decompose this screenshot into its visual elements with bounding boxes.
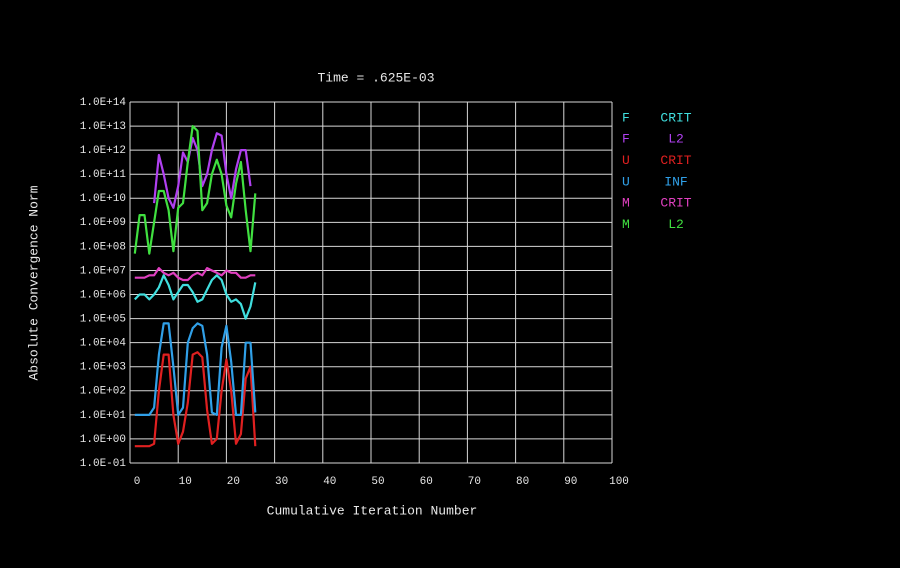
x-tick-label: 100 bbox=[609, 476, 629, 488]
x-tick-label: 10 bbox=[179, 476, 192, 488]
y-tick-label: 1.0E+12 bbox=[80, 145, 126, 157]
x-tick-label: 20 bbox=[227, 476, 240, 488]
y-tick-label: 1.0E+05 bbox=[80, 314, 126, 326]
legend-criterion: CRIT bbox=[660, 153, 691, 168]
x-tick-label: 40 bbox=[323, 476, 336, 488]
legend-label: F bbox=[622, 110, 630, 125]
legend-label: F bbox=[622, 132, 630, 147]
y-tick-label: 1.0E+01 bbox=[80, 410, 127, 422]
legend-criterion: L2 bbox=[668, 132, 684, 147]
y-tick-label: 1.0E+07 bbox=[80, 265, 126, 277]
legend-criterion: L2 bbox=[668, 217, 684, 232]
series-line bbox=[134, 322, 257, 416]
x-tick-label: 70 bbox=[468, 476, 481, 488]
y-tick-label: 1.0E+13 bbox=[80, 121, 126, 133]
legend-label: U bbox=[622, 174, 630, 189]
y-tick-label: 1.0E+03 bbox=[80, 362, 126, 374]
series-line bbox=[153, 132, 252, 209]
legend-criterion: CRIT bbox=[660, 196, 691, 211]
y-tick-label: 1.0E+06 bbox=[80, 289, 126, 301]
y-tick-label: 1.0E+00 bbox=[80, 434, 126, 446]
legend-criterion: CRIT bbox=[660, 110, 691, 125]
y-tick-label: 1.0E+11 bbox=[80, 169, 127, 181]
x-tick-label: 30 bbox=[275, 476, 288, 488]
y-tick-label: 1.0E+10 bbox=[80, 193, 126, 205]
legend-criterion: INF bbox=[664, 174, 687, 189]
legend-label: M bbox=[622, 196, 630, 211]
chart-title: Time = .625E-03 bbox=[317, 70, 434, 85]
y-tick-label: 1.0E+14 bbox=[80, 97, 127, 109]
legend-label: M bbox=[622, 217, 630, 232]
x-tick-label: 50 bbox=[371, 476, 384, 488]
y-tick-label: 1.0E+09 bbox=[80, 217, 126, 229]
x-tick-label: 60 bbox=[420, 476, 433, 488]
legend-label: U bbox=[622, 153, 630, 168]
y-tick-label: 1.0E+04 bbox=[80, 338, 127, 350]
x-tick-label: 0 bbox=[134, 476, 141, 488]
y-axis-label: Absolute Convergence Norm bbox=[26, 185, 41, 380]
x-tick-label: 90 bbox=[564, 476, 577, 488]
series-line bbox=[134, 274, 257, 320]
y-tick-label: 1.0E-01 bbox=[80, 458, 127, 470]
series-line bbox=[134, 267, 256, 282]
series-line bbox=[133, 125, 257, 255]
x-axis-label: Cumulative Iteration Number bbox=[267, 503, 478, 518]
y-tick-label: 1.0E+08 bbox=[80, 241, 126, 253]
y-tick-label: 1.0E+02 bbox=[80, 386, 126, 398]
x-tick-label: 80 bbox=[516, 476, 529, 488]
series-line bbox=[134, 351, 257, 448]
